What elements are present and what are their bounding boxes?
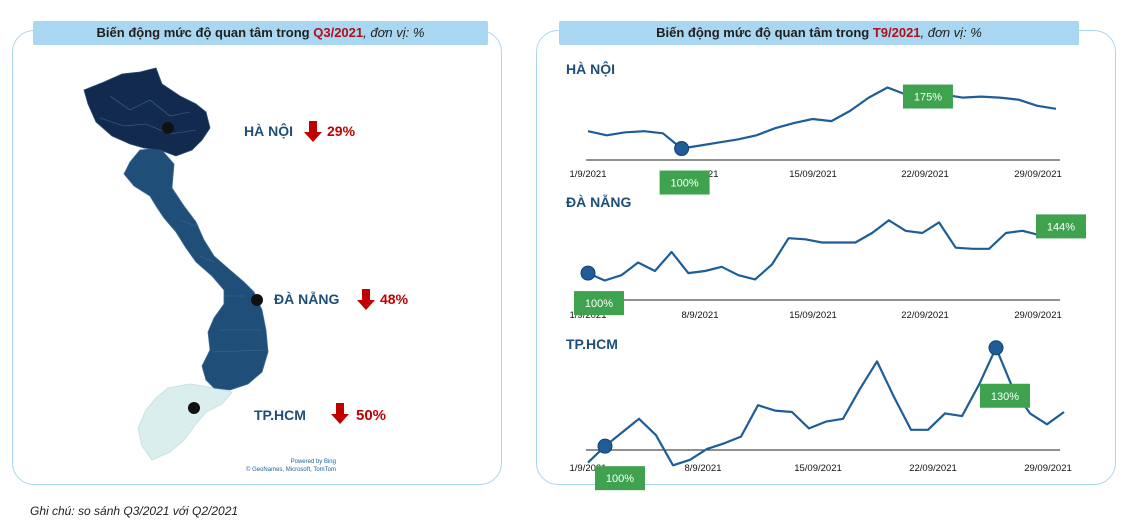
marker-point-2-1 [988, 340, 1004, 356]
map-title-prefix: Biến động mức độ quan tâm trong [96, 25, 314, 40]
x-tick-label-2-2: 15/09/2021 [794, 463, 842, 474]
series-line-1 [587, 219, 1057, 282]
map-city-hanoi: HÀ NỘI [244, 123, 293, 139]
marker-label-bg-2-1 [980, 383, 1030, 408]
map-title-unit: , đơn vị: % [363, 25, 425, 40]
map-north-region [83, 67, 211, 157]
x-tick-label-1-4: 29/09/2021 [1014, 310, 1062, 321]
map-south-region [137, 383, 233, 461]
marker-label-0-0: 100% [671, 178, 699, 190]
down-arrow-icon [304, 121, 322, 142]
map-panel-title: Biến động mức độ quan tâm trong Q3/2021,… [33, 21, 488, 45]
marker-point-0-0 [674, 141, 690, 157]
marker-label-bg-1-0 [574, 291, 624, 316]
x-tick-label-1-0: 1/9/2021 [570, 310, 607, 321]
map-city-hcm: TP.HCM [254, 407, 306, 423]
x-tick-label-0-0: 1/9/2021 [570, 169, 607, 180]
x-tick-label-1-2: 15/09/2021 [789, 310, 837, 321]
marker-label-bg-1-1 [1036, 214, 1086, 239]
x-tick-label-0-2: 15/09/2021 [789, 169, 837, 180]
chart-title-1: ĐÀ NẴNG [566, 194, 631, 210]
map-city-danang: ĐÀ NẴNG [274, 291, 340, 307]
hanoi-dot [162, 122, 174, 134]
marker-label-1-1: 144% [1047, 221, 1075, 233]
down-arrow-icon [357, 289, 375, 310]
map-title-period: Q3/2021 [313, 25, 364, 40]
map-change-danang: 48% [380, 291, 409, 307]
marker-label-bg-0-0 [659, 170, 710, 195]
map-change-hcm: 50% [356, 407, 387, 424]
x-tick-label-2-0: 1/9/2021 [570, 463, 607, 474]
x-tick-label-2-4: 29/09/2021 [1024, 463, 1072, 474]
map-credit-line1: Powered by Bing [290, 459, 336, 465]
hcm-dot [188, 402, 200, 414]
chart-panel-title: Biến động mức độ quan tâm trong T9/2021,… [559, 21, 1079, 45]
marker-point-2-0 [597, 438, 613, 454]
series-line-0 [587, 86, 1057, 150]
chart-title-unit: , đơn vị: % [920, 25, 982, 40]
marker-label-bg-2-0 [595, 466, 645, 491]
map-credit-line2: © GeoNames, Microsoft, TomTom [246, 467, 336, 473]
marker-point-1-0 [580, 265, 596, 281]
marker-label-2-0: 100% [606, 473, 634, 485]
x-tick-label-2-1: 8/9/2021 [685, 463, 722, 474]
marker-label-bg-0-1 [902, 84, 953, 109]
x-tick-label-1-3: 22/09/2021 [901, 310, 949, 321]
chart-title-prefix: Biến động mức độ quan tâm trong [656, 25, 873, 40]
x-tick-label-1-1: 8/9/2021 [682, 310, 719, 321]
chart-title-0: HÀ NỘI [566, 60, 615, 77]
down-arrow-icon [331, 403, 349, 424]
marker-label-1-0: 100% [585, 298, 613, 310]
marker-label-0-1: 175% [914, 92, 942, 104]
chart-panel [536, 30, 1116, 485]
map-central-region [123, 147, 269, 391]
map-change-hanoi: 29% [327, 123, 356, 139]
chart-title-period: T9/2021 [872, 25, 921, 40]
x-tick-label-0-4: 29/09/2021 [1014, 169, 1062, 180]
x-tick-label-0-3: 22/09/2021 [901, 169, 949, 180]
chart-title-2: TP.HCM [566, 336, 618, 352]
series-line-2 [587, 346, 1065, 467]
footnote: Ghi chú: so sánh Q3/2021 với Q2/2021 [30, 504, 239, 518]
danang-dot [251, 294, 263, 306]
map-credit: Powered by Bing © GeoNames, Microsoft, T… [232, 458, 336, 474]
marker-label-2-1: 130% [991, 391, 1019, 403]
x-tick-label-2-3: 22/09/2021 [909, 463, 957, 474]
